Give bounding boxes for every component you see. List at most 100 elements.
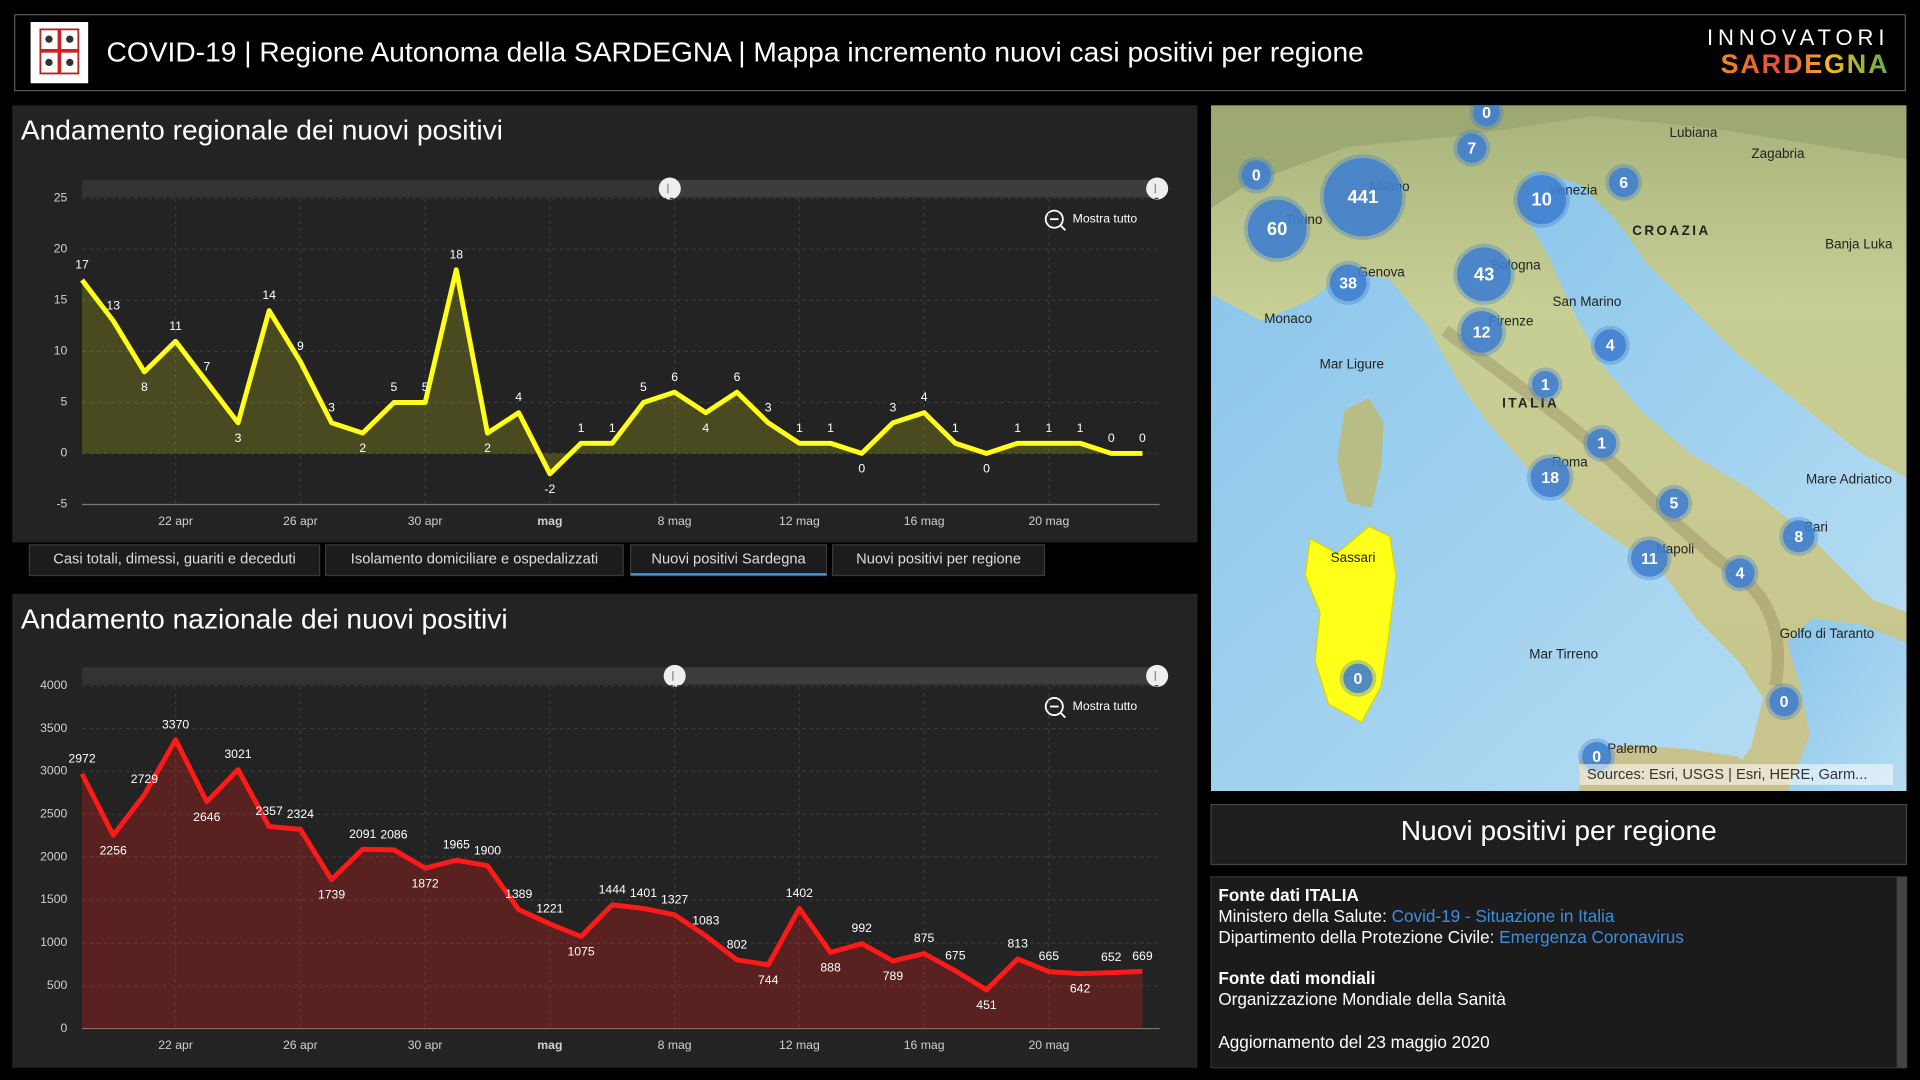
cluster-label: 10: [1531, 189, 1551, 210]
tab[interactable]: [832, 544, 1046, 577]
data-label: 3: [765, 400, 772, 414]
data-label: 1075: [567, 945, 594, 959]
header: [14, 14, 1906, 92]
legend-box: [1210, 803, 1908, 866]
cluster[interactable]: [1457, 247, 1512, 302]
area: [82, 739, 1143, 1029]
place-label: Monaco: [1264, 311, 1312, 326]
x-tick-label: 30 apr: [408, 1038, 443, 1052]
data-label: 3: [235, 431, 242, 445]
chart-title: Andamento nazionale dei nuovi positivi: [21, 603, 508, 634]
data-label: 6: [734, 370, 741, 384]
cluster[interactable]: [1343, 663, 1373, 694]
scrollbar[interactable]: [1896, 876, 1907, 1068]
place-label: CROAZIA: [1632, 223, 1710, 238]
cluster-label: 43: [1474, 263, 1494, 284]
data-label: 13: [106, 298, 120, 312]
cluster-label: 60: [1267, 218, 1287, 239]
data-label: 18: [449, 247, 463, 261]
data-label: 665: [1039, 949, 1060, 963]
scrollbar-handle[interactable]: [663, 664, 686, 687]
data-label: 5: [640, 380, 647, 394]
cluster[interactable]: [1241, 160, 1272, 190]
scrollbar-handle[interactable]: [1146, 664, 1169, 687]
data-label: 9: [297, 339, 304, 353]
data-label: 642: [1070, 982, 1091, 996]
x-tick-label: mag: [537, 514, 562, 528]
place-label: Mar Tirreno: [1529, 647, 1598, 662]
tab[interactable]: [28, 544, 321, 577]
tab[interactable]: [325, 544, 624, 577]
reset-zoom-button[interactable]: Mostra tutto: [1044, 697, 1138, 719]
data-label: 2324: [287, 807, 314, 821]
info-text: Aggiornamento del 23 maggio 2020: [1218, 1032, 1489, 1052]
scrollbar-range: [669, 180, 1160, 198]
y-tick-label: 3000: [40, 764, 67, 778]
cluster[interactable]: [1594, 329, 1627, 362]
y-tick-label: 25: [54, 191, 68, 205]
data-label: 1739: [318, 888, 345, 902]
y-tick-label: -5: [56, 497, 67, 511]
data-label: 8: [141, 380, 148, 394]
x-tick-label: 26 apr: [283, 1038, 318, 1052]
place-label: ITALIA: [1502, 396, 1559, 411]
data-label: 1: [1014, 421, 1021, 435]
cluster[interactable]: [1531, 371, 1559, 398]
data-label: 6: [671, 370, 678, 384]
info-link[interactable]: Emergenza Coronavirus: [1499, 926, 1684, 946]
data-label: 0: [983, 462, 990, 476]
reset-zoom-button[interactable]: Mostra tutto: [1044, 209, 1138, 231]
cluster[interactable]: [1247, 199, 1307, 259]
data-label: 1389: [505, 887, 532, 901]
legend-title: Nuovi positivi per regione: [1401, 815, 1717, 846]
data-label: 2357: [256, 804, 283, 818]
scrollbar-handle[interactable]: [1146, 177, 1169, 200]
cluster-label: 0: [1354, 671, 1363, 688]
cluster[interactable]: [1460, 311, 1503, 353]
cluster-label: 441: [1348, 186, 1379, 207]
cluster[interactable]: [1659, 488, 1689, 518]
scrollbar-handle[interactable]: [658, 177, 681, 200]
cluster[interactable]: [1457, 133, 1487, 163]
data-label: 2: [359, 441, 366, 455]
data-label: 3021: [224, 747, 251, 761]
cluster[interactable]: [1631, 540, 1668, 577]
cluster-label: 0: [1482, 105, 1491, 122]
info-line: Ministero della Salute: Covid-19 - Situa…: [1218, 906, 1614, 926]
y-tick-label: 10: [54, 344, 68, 358]
cluster[interactable]: [1329, 264, 1367, 302]
data-label: 1083: [692, 913, 719, 927]
data-label: 1: [796, 421, 803, 435]
cluster[interactable]: [1530, 457, 1570, 498]
cluster[interactable]: [1782, 520, 1815, 553]
zoom-icon: [1059, 224, 1066, 231]
zoom-icon: [1059, 712, 1066, 719]
tab-underline: [630, 573, 827, 576]
data-label: 789: [883, 969, 904, 983]
cluster[interactable]: [1323, 157, 1403, 237]
info-link[interactable]: Covid-19 - Situazione in Italia: [1392, 906, 1615, 926]
scrollbar-range: [674, 667, 1160, 685]
data-label: 1: [1045, 421, 1052, 435]
x-tick-label: 26 apr: [283, 514, 318, 528]
area: [82, 269, 1143, 474]
data-label: 1: [578, 421, 585, 435]
tab-label: Nuovi positivi per regione: [856, 551, 1021, 567]
cluster[interactable]: [1608, 167, 1639, 198]
data-label: 1327: [661, 892, 688, 906]
cluster[interactable]: [1769, 686, 1799, 717]
data-label: 4: [515, 390, 522, 404]
cluster[interactable]: [1517, 175, 1567, 225]
cluster[interactable]: [1725, 558, 1755, 588]
tab[interactable]: [630, 544, 828, 577]
y-tick-label: 0: [61, 1021, 68, 1035]
cluster[interactable]: [1473, 99, 1500, 127]
cluster[interactable]: [1586, 428, 1617, 458]
place-label: Lubiana: [1670, 125, 1718, 140]
y-tick-label: 2000: [40, 849, 67, 863]
cluster-label: 0: [1252, 168, 1261, 185]
data-label: 669: [1132, 949, 1153, 963]
data-label: 2091: [349, 827, 376, 841]
cluster-label: 0: [1780, 694, 1789, 711]
